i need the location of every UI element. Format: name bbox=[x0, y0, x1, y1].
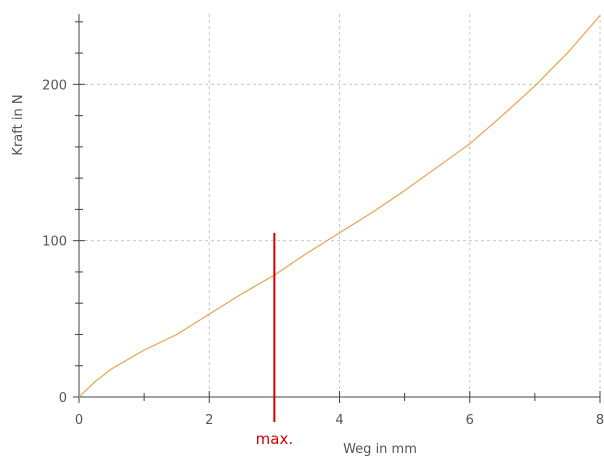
series-line bbox=[78, 15, 601, 398]
x-tick-label: 6 bbox=[466, 413, 474, 428]
x-tick-label: 8 bbox=[596, 413, 604, 428]
y-axis-label: Kraft in N bbox=[11, 94, 26, 155]
series-layer bbox=[78, 15, 601, 398]
y-tick-label: 100 bbox=[42, 235, 67, 250]
y-tick-label: 0 bbox=[59, 391, 67, 406]
x-axis-label: Weg in mm bbox=[343, 442, 417, 457]
y-tick-label: 200 bbox=[42, 78, 67, 93]
grid-lines bbox=[79, 14, 601, 397]
max-marker-label: max. bbox=[256, 430, 293, 448]
annotation-layer: max. bbox=[256, 232, 293, 448]
x-tick-label: 2 bbox=[205, 413, 213, 428]
x-tick-label: 4 bbox=[335, 413, 343, 428]
axes: 0 2 4 6 8 0 100 200 bbox=[42, 14, 604, 428]
x-tick-label: 0 bbox=[75, 413, 83, 428]
